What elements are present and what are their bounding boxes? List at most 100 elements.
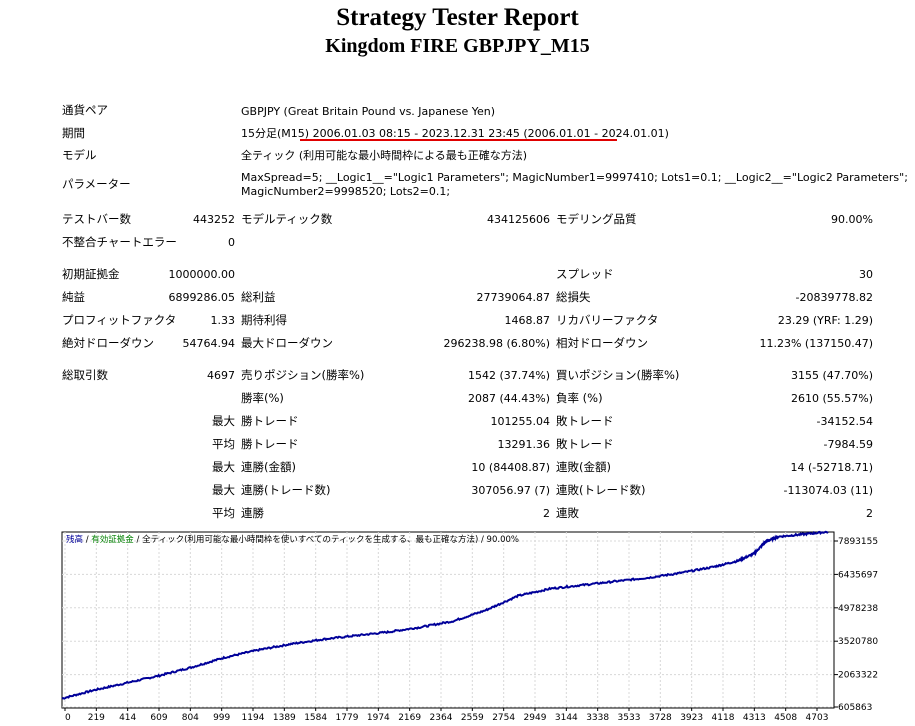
- x-tick-label: 2754: [492, 713, 515, 723]
- consec-losses-money-value: 14 (-52718.71): [790, 461, 873, 474]
- net-label: 純益: [62, 290, 85, 304]
- largest-prefix: 最大: [212, 414, 235, 428]
- net-value: 6899286.05: [168, 291, 235, 304]
- pair-value: GBPJPY (Great Britain Pound vs. Japanese…: [241, 105, 496, 118]
- period-prefix: 15分足(M15): [241, 127, 310, 140]
- bars-label: テストバー数: [62, 212, 131, 226]
- x-tick-label: 3144: [555, 713, 578, 723]
- gross-profit-value: 27739064.87: [476, 291, 550, 304]
- params-line-2: MagicNumber2=9998520; Lots2=0.1;: [241, 185, 451, 198]
- balance-chart-svg: 7893155 6435697 4978238 3520780 2063322 60586…: [61, 530, 878, 723]
- x-tick-label: 1389: [273, 713, 296, 723]
- spread-label: スプレッド: [556, 267, 614, 281]
- y-tick-label: 605863: [838, 703, 872, 713]
- max-dd-label: 最大ドローダウン: [241, 336, 333, 350]
- x-tick-label: 2949: [524, 713, 547, 723]
- avg-consec-wins-label: 連勝: [241, 506, 264, 520]
- avg-loss-label: 敗トレード: [556, 437, 614, 451]
- x-tick-label: 609: [150, 713, 167, 723]
- x-tick-label: 1779: [336, 713, 359, 723]
- win-pct-value: 2087 (44.43%): [467, 392, 550, 405]
- legend-sep-2: /: [134, 535, 142, 545]
- x-tick-label: 4703: [806, 713, 829, 723]
- consec-wins-money-value: 10 (84408.87): [471, 461, 550, 474]
- x-tick-label: 3338: [586, 713, 609, 723]
- params-label: パラメーター: [62, 177, 131, 191]
- x-tick-label: 3923: [680, 713, 703, 723]
- avg-win-value: 13291.36: [497, 438, 551, 451]
- model-label: モデル: [62, 148, 97, 162]
- x-tick-label: 4313: [743, 713, 766, 723]
- short-value: 1542 (37.74%): [467, 369, 550, 382]
- expected-value: 1468.87: [504, 314, 551, 327]
- abs-dd-value: 54764.94: [182, 337, 236, 350]
- gross-loss-label: 総損失: [556, 290, 591, 304]
- consec-wins-money-label: 連勝(金額): [241, 460, 296, 474]
- consec-profit-value: 307056.97 (7): [471, 484, 550, 497]
- model-value: 全ティック (利用可能な最小時間枠による最も正確な方法): [241, 149, 528, 162]
- win-pct-label: 勝率(%): [241, 391, 284, 405]
- mismatch-label: 不整合チャートエラー: [62, 235, 177, 249]
- x-tick-label: 0: [65, 713, 71, 723]
- pair-label: 通貨ペア: [62, 103, 108, 117]
- largest-loss-value: -34152.54: [816, 415, 873, 428]
- grid: [62, 532, 834, 708]
- y-tick-label: 4978238: [838, 604, 878, 614]
- avg-win-label: 勝トレード: [241, 437, 299, 451]
- gross-profit-label: 総利益: [241, 290, 276, 304]
- y-tick-label: 7893155: [838, 537, 878, 547]
- trades-label: 総取引数: [62, 368, 108, 382]
- y-tick-label: 3520780: [838, 637, 878, 647]
- consec-loss-value: -113074.03 (11): [783, 484, 873, 497]
- gross-loss-value: -20839778.82: [795, 291, 873, 304]
- report-title: Strategy Tester Report: [336, 4, 579, 31]
- plot-frame: [61, 531, 835, 709]
- pf-value: 1.33: [210, 314, 236, 327]
- avg-consec-wins-value: 2: [543, 507, 550, 520]
- loss-pct-value: 2610 (55.57%): [790, 392, 873, 405]
- deposit-value: 1000000.00: [168, 268, 235, 281]
- average-prefix: 平均: [212, 437, 235, 451]
- recovery-value: 23.29 (YRF: 1.29): [777, 314, 873, 327]
- avg-consec-prefix: 平均: [212, 506, 235, 520]
- x-axis-ticks: 0 219 414 609 804 999 1194 1389 1584 1779 1974 2169…: [64, 708, 829, 723]
- model-quality-label: モデリング品質: [556, 212, 637, 226]
- x-tick-label: 3533: [618, 713, 641, 723]
- recovery-label: リカバリーファクタ: [556, 313, 659, 327]
- x-tick-label: 2169: [398, 713, 421, 723]
- period-label: 期間: [62, 126, 85, 140]
- x-tick-label: 1974: [367, 713, 390, 723]
- avg-loss-value: -7984.59: [823, 438, 873, 451]
- long-value: 3155 (47.70%): [790, 369, 873, 382]
- rel-dd-label: 相対ドローダウン: [556, 336, 648, 350]
- mismatch-value: 0: [228, 236, 235, 249]
- legend-sep-1: /: [83, 535, 91, 545]
- x-tick-label: 1584: [304, 713, 327, 723]
- chart-legend: 残高 / 有効証拠金 / 全ティック(利用可能な最小時間枠を使いすべてのティック…: [66, 534, 519, 545]
- x-tick-label: 2364: [430, 713, 453, 723]
- expected-label: 期待利得: [241, 313, 287, 327]
- model-quality-value: 90.00%: [831, 213, 873, 226]
- legend-quality: / 90.00%: [478, 535, 519, 545]
- model-ticks-value: 434125606: [487, 213, 550, 226]
- y-tick-label: 6435697: [838, 570, 878, 580]
- balance-line: [61, 530, 829, 700]
- abs-dd-label: 絶対ドローダウン: [62, 336, 154, 350]
- period-range: 2006.01.03 08:15 - 2023.12.31 23:45 (200…: [312, 127, 669, 140]
- max-consec-count-prefix: 最大: [212, 483, 235, 497]
- max-dd-value: 296238.98 (6.80%): [443, 337, 550, 350]
- x-tick-label: 1194: [242, 713, 265, 723]
- avg-consec-losses-label: 連敗: [556, 506, 579, 520]
- x-tick-label: 999: [213, 713, 230, 723]
- max-consec-prefix: 最大: [212, 460, 235, 474]
- deposit-label: 初期証拠金: [62, 267, 120, 281]
- period-underline: [300, 139, 617, 141]
- y-axis-ticks: 7893155 6435697 4978238 3520780 2063322 60586…: [834, 537, 878, 713]
- rel-dd-value: 11.23% (137150.47): [759, 337, 873, 350]
- largest-loss-label: 敗トレード: [556, 414, 614, 428]
- legend-desc: 全ティック(利用可能な最小時間枠を使いすべてのティックを生成する、最も正確な方法…: [142, 534, 478, 545]
- x-tick-label: 2559: [461, 713, 484, 723]
- x-tick-label: 4118: [712, 713, 735, 723]
- legend-balance: 残高: [66, 534, 83, 545]
- short-label: 売りポジション(勝率%): [241, 368, 365, 382]
